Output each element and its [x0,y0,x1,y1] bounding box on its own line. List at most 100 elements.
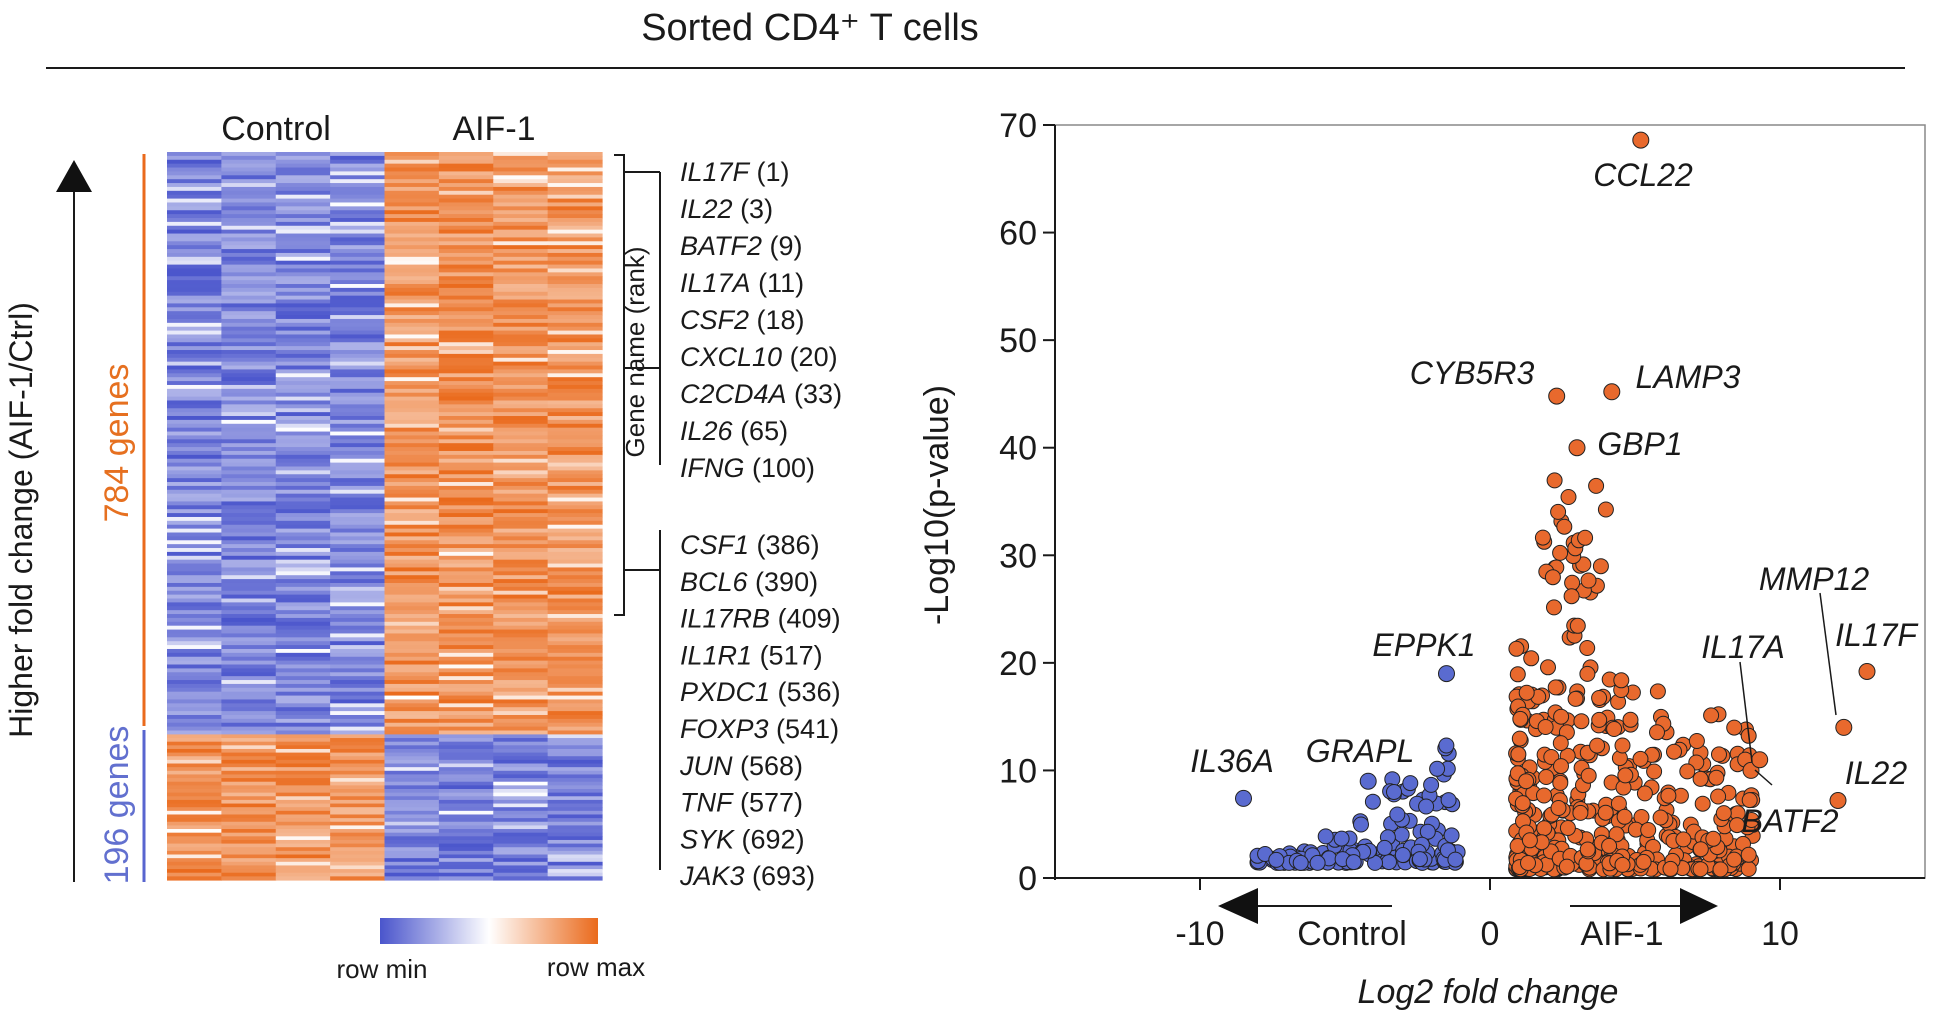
heatmap-cell [547,858,603,863]
heatmap-cell [275,384,331,390]
volcano-point-up [1640,822,1657,838]
heatmap-cell [547,575,603,580]
heatmap-cell [330,287,386,293]
heatmap-cell [167,350,222,355]
heatmap-cell [330,330,386,336]
heatmap-cell [330,695,386,701]
heatmap-cell [493,311,549,316]
heatmap-cell [330,322,386,328]
heatmap-cell [547,326,603,332]
heatmap-cell [167,621,222,627]
heatmap-cell [275,680,331,685]
heatmap-cell [330,338,386,343]
heatmap-cell [221,198,277,204]
heatmap-cell [547,810,603,816]
heatmap-cell [221,163,277,169]
heatmap-cell [384,171,440,176]
heatmap-cell [493,683,549,689]
heatmap-cell [547,152,603,157]
heatmap-y-label: Higher fold change (AIF-1/Ctrl) [3,302,39,738]
heatmap-cell [438,582,494,588]
volcano-point-up [1597,804,1614,821]
heatmap-cell [438,392,494,398]
heatmap-cell [330,843,386,848]
heatmap-cell [221,443,277,448]
heatmap-cell [275,814,331,819]
heatmap-cell [438,745,494,750]
heatmap-cell [275,637,331,642]
heatmap-cell [221,861,277,867]
volcano-point-grapl [1359,772,1377,790]
heatmap-cell [438,555,494,561]
heatmap-cell [221,821,277,826]
heatmap-cell [493,482,549,487]
heatmap-cell [438,482,494,487]
heatmap-cell [384,513,440,518]
heatmap-cell [493,571,549,576]
volcano-point-up [1552,544,1569,561]
heatmap-cell [167,789,222,794]
heatmap-cell [384,869,440,874]
heatmap-cell [493,676,549,681]
heatmap-cell [438,563,494,569]
heatmap-cell [167,516,222,522]
point-label-il17a: IL17A [1701,629,1785,665]
heatmap-panel: Higher fold change (AIF-1/Ctrl) 784 gene… [3,110,842,984]
heatmap-cell [493,602,549,607]
heatmap-cell [547,544,603,549]
heatmap-cell [547,741,603,746]
heatmap-cell [167,711,222,716]
heatmap-cell [221,447,277,452]
heatmap-cell [275,810,331,816]
heatmap-cell [438,865,494,870]
heatmap-cell [493,850,549,856]
heatmap-cell [493,377,549,382]
heatmap-cell [547,699,603,704]
heatmap-cell [275,722,331,728]
heatmap-cell [167,680,222,685]
heatmap-cell [438,443,494,448]
heatmap-cell [330,377,386,382]
heatmap-cell [384,637,440,642]
heatmap-cell [167,664,222,669]
heatmap-cell [384,590,440,596]
heatmap-cell [493,748,549,754]
heatmap-cell [167,183,222,188]
heatmap-cell [493,637,549,642]
heatmap-cell [275,318,331,324]
heatmap-cell [275,241,331,246]
direction-label-right: AIF-1 [1580,915,1663,953]
heatmap-cell [547,245,603,250]
heatmap-cell [275,598,331,603]
heatmap-cell [493,707,549,712]
point-label-gbp1: GBP1 [1597,426,1682,462]
heatmap-cell [221,194,277,200]
heatmap-cell [330,850,386,856]
heatmap-cell [330,396,386,402]
heatmap-cell [221,741,277,746]
heatmap-cell [275,183,331,188]
heatmap-cell [221,264,277,270]
heatmap-cell [438,233,494,239]
heatmap-cell [330,272,386,277]
volcano-point-up [1726,719,1743,736]
heatmap-cell [275,186,331,192]
heatmap-cell [438,171,494,176]
heatmap-cell [221,516,277,522]
heatmap-cell [493,680,549,685]
heatmap-cell [167,159,222,165]
heatmap-cell [275,770,331,776]
heatmap-cell [384,524,440,530]
heatmap-cell [493,664,549,669]
heatmap-cell [330,555,386,561]
heatmap-cell [493,563,549,569]
heatmap-cell [493,443,549,448]
heatmap-cell [221,419,277,425]
y-tick-label: 70 [999,107,1037,145]
gene-rank: (11) [751,268,805,298]
heatmap-cell [330,656,386,662]
heatmap-cell [438,551,494,557]
heatmap-cell [275,741,331,746]
heatmap-cell [547,388,603,394]
gene-rank: (386) [749,530,820,560]
